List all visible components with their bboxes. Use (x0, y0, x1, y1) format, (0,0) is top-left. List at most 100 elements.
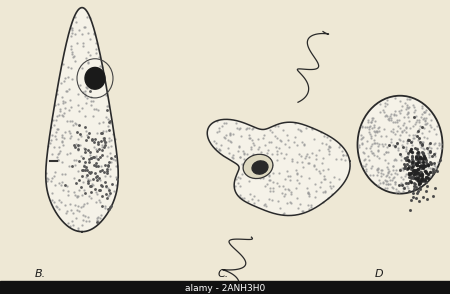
Point (423, 189, 430, 194)
Point (418, 166, 425, 170)
Point (237, 183, 244, 188)
Point (86, 157, 93, 162)
Point (413, 129, 420, 134)
Point (254, 198, 261, 202)
Point (411, 183, 418, 188)
Point (395, 109, 402, 114)
Point (382, 150, 390, 155)
Text: C.: C. (218, 269, 229, 279)
Point (408, 155, 415, 160)
Point (274, 181, 281, 186)
Point (75, 28, 82, 33)
Point (67, 46, 74, 51)
Point (422, 176, 429, 180)
Point (416, 163, 423, 168)
Point (392, 189, 399, 194)
Point (396, 99, 404, 103)
Point (393, 129, 400, 134)
Point (288, 192, 295, 196)
Point (50, 144, 58, 149)
Point (86, 73, 94, 78)
Point (81, 92, 89, 96)
Point (264, 151, 271, 155)
Point (302, 125, 310, 130)
Point (297, 153, 304, 158)
Point (310, 163, 318, 168)
Point (228, 154, 235, 159)
Point (216, 147, 223, 152)
Point (419, 166, 426, 171)
Point (335, 145, 342, 149)
Point (312, 167, 319, 172)
Point (236, 145, 243, 150)
Point (293, 171, 300, 176)
Point (336, 177, 343, 181)
Point (94, 142, 102, 146)
Point (427, 165, 434, 170)
Point (415, 155, 423, 159)
Point (55, 197, 63, 202)
Point (90, 155, 98, 159)
Point (286, 145, 293, 150)
Point (379, 172, 386, 177)
Point (109, 157, 117, 162)
Point (415, 136, 423, 140)
Point (414, 176, 421, 181)
Point (363, 162, 370, 166)
Point (113, 164, 120, 169)
Point (382, 113, 389, 118)
Point (321, 190, 328, 194)
Point (394, 120, 401, 124)
Point (210, 138, 217, 143)
Point (87, 190, 94, 194)
Point (421, 163, 428, 168)
Point (406, 148, 413, 153)
Point (406, 178, 414, 183)
Point (279, 183, 287, 188)
Point (84, 59, 91, 64)
Point (384, 170, 392, 175)
Point (96, 177, 104, 182)
Point (236, 126, 243, 131)
Point (396, 137, 403, 142)
Point (413, 154, 420, 159)
Point (418, 174, 426, 178)
Point (306, 207, 313, 212)
Point (57, 149, 64, 154)
Point (416, 153, 423, 158)
Point (399, 177, 406, 182)
Point (323, 134, 330, 139)
Point (251, 194, 258, 198)
Point (78, 205, 85, 209)
Point (83, 55, 90, 60)
Point (411, 133, 418, 138)
Point (83, 15, 90, 20)
Point (222, 136, 229, 140)
Point (390, 127, 397, 132)
Point (71, 14, 78, 19)
Point (275, 146, 283, 150)
Point (428, 167, 435, 171)
Point (262, 142, 269, 147)
Point (382, 101, 389, 106)
Point (54, 151, 62, 156)
Point (405, 181, 412, 186)
Point (385, 169, 392, 173)
Point (338, 148, 346, 153)
Point (422, 159, 429, 164)
Point (403, 103, 410, 108)
Point (61, 183, 68, 187)
Point (72, 192, 79, 197)
Point (427, 123, 434, 128)
Point (238, 171, 246, 176)
Point (404, 137, 411, 142)
Point (419, 151, 426, 156)
Point (48, 191, 55, 195)
Point (93, 164, 100, 168)
Point (52, 118, 59, 123)
Point (423, 161, 430, 166)
Point (102, 93, 109, 97)
Point (428, 166, 436, 171)
Point (382, 149, 389, 154)
Point (101, 169, 108, 174)
